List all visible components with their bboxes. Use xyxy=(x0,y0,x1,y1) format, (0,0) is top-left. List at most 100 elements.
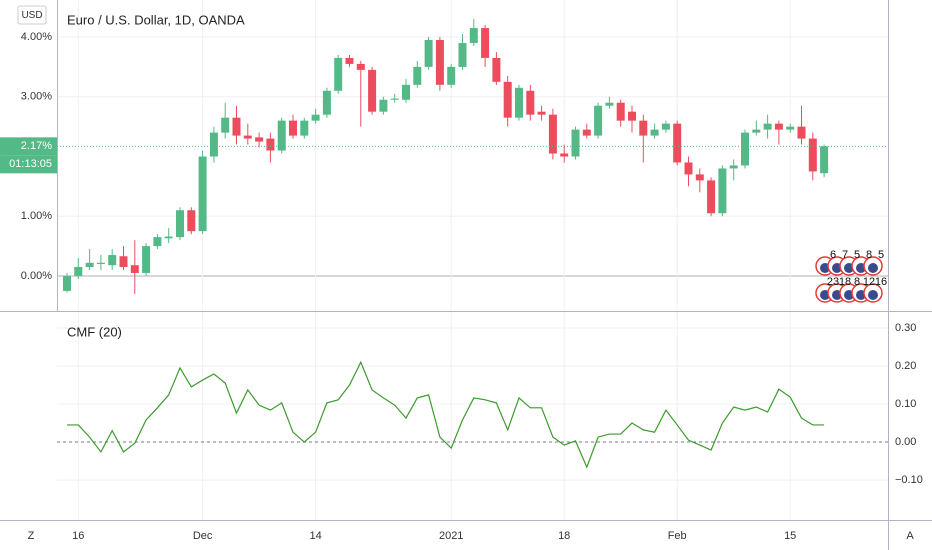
currency: USD xyxy=(21,10,42,21)
event-count: 12 xyxy=(863,276,875,288)
event-flag-inner xyxy=(868,290,878,300)
candle-body xyxy=(119,256,128,267)
last-price-label: 2.17% xyxy=(21,140,52,152)
candle-body xyxy=(176,210,184,238)
candle-body xyxy=(661,123,670,130)
candle-body xyxy=(311,114,320,121)
y-tick-label: 4.00% xyxy=(21,31,52,43)
candle-body xyxy=(594,105,603,136)
candle-body xyxy=(741,132,749,166)
candle-body xyxy=(390,98,399,100)
candle-body xyxy=(153,237,162,247)
y-tick-label: 1.00% xyxy=(21,210,52,222)
candle-body xyxy=(650,129,659,136)
candle-body xyxy=(413,66,422,85)
candle-body xyxy=(277,120,286,151)
candle-body xyxy=(752,129,761,133)
candle-body xyxy=(639,120,648,136)
candle-body xyxy=(774,123,783,130)
candle-body xyxy=(142,246,151,273)
candle-body xyxy=(797,126,806,139)
candle-body xyxy=(820,146,829,174)
candle-body xyxy=(266,138,275,151)
y-tick-label: 0.20 xyxy=(895,360,916,372)
right-button[interactable]: A xyxy=(906,530,914,542)
countdown-box xyxy=(0,155,57,174)
candle-body xyxy=(164,236,173,239)
candle-body xyxy=(435,40,444,85)
candle-body xyxy=(447,66,456,85)
event-count: 8 xyxy=(854,276,860,288)
y-tick-label: 0.00 xyxy=(895,436,916,448)
candle-body xyxy=(322,90,331,115)
candle-body xyxy=(198,156,207,232)
candle-body xyxy=(187,210,196,232)
candle-body xyxy=(628,111,636,121)
candle-body xyxy=(402,84,410,100)
candle-body xyxy=(537,111,546,115)
candle-body xyxy=(356,63,365,70)
candle-body xyxy=(616,102,625,121)
last-price-box xyxy=(0,137,57,156)
candle-body xyxy=(96,262,105,265)
log-button[interactable] xyxy=(18,526,44,546)
candle-body xyxy=(221,117,230,133)
event-flag-inner xyxy=(868,263,878,273)
event-count: 23 xyxy=(827,276,839,288)
candle-body xyxy=(458,43,467,67)
y-tick-label: −0.10 xyxy=(895,474,923,486)
event-count: 8 xyxy=(866,249,872,261)
y-tick-label: 0.00% xyxy=(21,270,52,282)
left-button: Z xyxy=(28,530,35,542)
candle-body xyxy=(786,126,795,130)
y-tick-label: 0.10 xyxy=(895,398,916,410)
candle-body xyxy=(481,28,490,58)
candle-body xyxy=(379,99,388,112)
x-tick-label: 14 xyxy=(309,530,321,542)
candle-body xyxy=(108,255,117,266)
x-tick-label: Feb xyxy=(668,530,687,542)
candle-body xyxy=(85,262,94,267)
candle-body xyxy=(560,153,569,157)
candle-body xyxy=(763,123,772,130)
candle-body xyxy=(503,81,512,118)
candle-body xyxy=(695,174,704,181)
candle-body xyxy=(582,129,591,136)
cmf-line xyxy=(67,360,825,469)
x-tick-label: 16 xyxy=(72,530,84,542)
candle-body xyxy=(808,138,817,172)
candle-body xyxy=(707,180,716,214)
candle-body xyxy=(718,168,727,214)
event-count: 16 xyxy=(875,276,887,288)
event-count: 6 xyxy=(830,249,836,261)
candle-body xyxy=(255,137,264,142)
candle-body xyxy=(526,90,535,115)
candle-body xyxy=(243,135,252,139)
indicator-title: CMF (20) xyxy=(67,324,122,339)
candle-body xyxy=(300,120,309,136)
x-tick-label: Dec xyxy=(193,530,213,542)
candle-body xyxy=(334,57,343,91)
candle-body xyxy=(368,69,377,112)
y-tick-label: 3.00% xyxy=(21,91,52,103)
candle-body xyxy=(548,114,557,154)
countdown: 01:13:05 xyxy=(9,158,52,170)
candle-body xyxy=(605,102,614,106)
event-count: 5 xyxy=(854,249,860,261)
candle-body xyxy=(424,40,433,67)
candle-body xyxy=(74,266,83,276)
event-count: 5 xyxy=(878,249,884,261)
x-tick-label: 15 xyxy=(784,530,796,542)
candle-body xyxy=(469,28,478,44)
candle-body xyxy=(232,117,241,136)
x-tick-label: 2021 xyxy=(439,530,463,542)
candle-body xyxy=(684,162,693,175)
candle-body xyxy=(673,123,682,163)
event-count: 7 xyxy=(842,249,848,261)
candle-body xyxy=(492,57,501,82)
candle-body xyxy=(63,275,71,291)
currency-box[interactable] xyxy=(17,5,47,25)
grid xyxy=(57,0,888,520)
